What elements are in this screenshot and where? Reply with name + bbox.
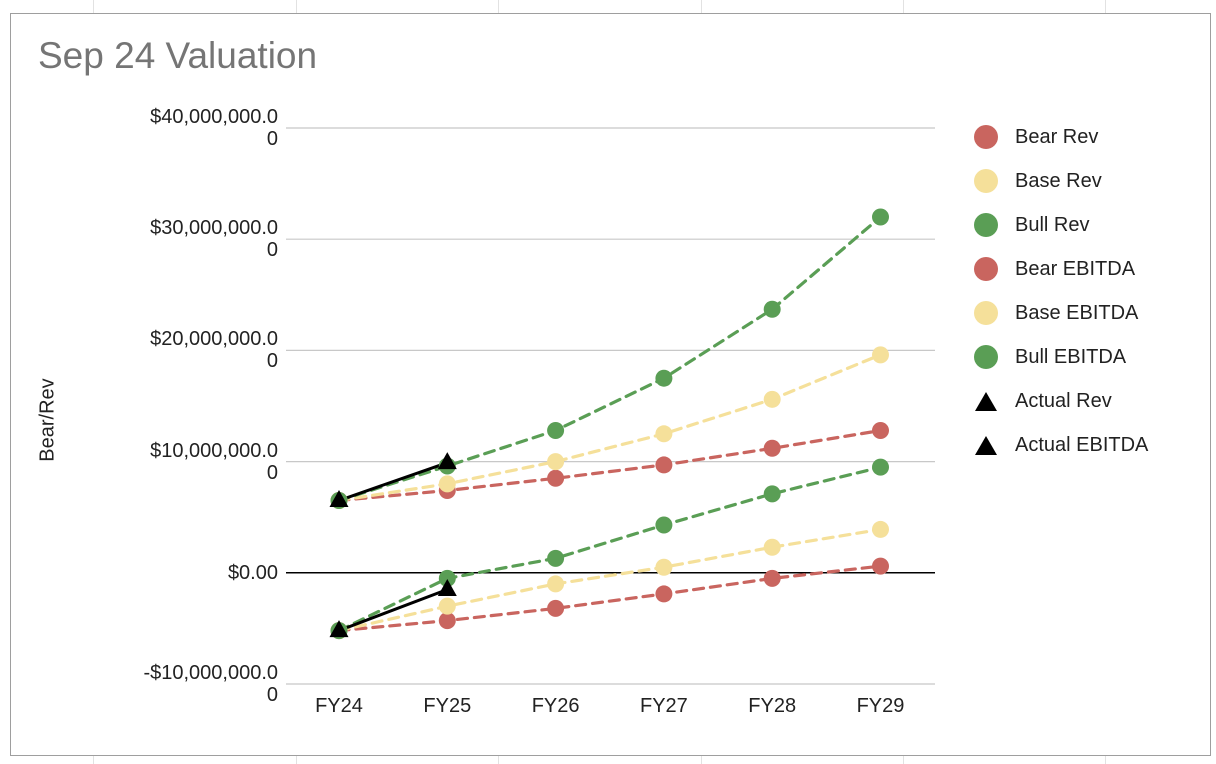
data-point-bull-ebitda	[547, 549, 565, 567]
legend-triangle	[975, 435, 997, 455]
legend-circle-marker	[973, 300, 999, 326]
legend-item-bull-rev[interactable]: Bull Rev	[973, 203, 1148, 247]
legend-circle-marker	[973, 344, 999, 370]
data-point-actual-rev	[329, 489, 349, 507]
y-tick-text-continued: 0	[266, 461, 278, 484]
y-tick-text-continued: 0	[266, 239, 278, 262]
y-tick-text: $10,000,000.0	[150, 439, 278, 462]
y-tick-text: -$10,000,000.0	[143, 662, 278, 684]
data-point-base-rev	[872, 346, 889, 364]
legend-label: Actual Rev	[1015, 389, 1112, 412]
series-line-base-rev	[337, 353, 883, 503]
legend-circle-marker	[973, 168, 999, 194]
legend-label: Bear EBITDA	[1015, 257, 1136, 280]
y-tick-text: $20,000,000.0	[150, 328, 278, 351]
y-tick-text-continued: 0	[266, 350, 278, 373]
data-point-base-ebitda	[547, 575, 565, 593]
legend-item-base-rev[interactable]: Base Rev	[973, 159, 1148, 203]
series-line-base-ebitda	[337, 527, 883, 633]
y-tick-text-continued: 0	[266, 684, 278, 706]
x-tick-label: FY29	[856, 695, 905, 717]
x-tick-label: FY25	[423, 695, 472, 717]
data-point-bear-ebitda	[872, 557, 889, 575]
data-point-actual-rev	[437, 452, 457, 470]
series-line-actual-ebitda	[337, 588, 449, 633]
legend-dot	[974, 345, 998, 369]
y-tick-text: $0.00	[227, 561, 278, 584]
chart-title: Sep 24 Valuation	[38, 35, 318, 76]
legend-dot	[974, 169, 998, 193]
data-point-base-ebitda	[655, 558, 673, 576]
data-point-base-rev	[547, 453, 565, 471]
data-point-bear-ebitda	[655, 585, 673, 603]
y-tick-text: $30,000,000.0	[150, 217, 278, 240]
y-tick-label: $20,000,000.0 0	[78, 328, 278, 372]
data-point-bear-ebitda	[547, 599, 565, 617]
data-point-bear-ebitda	[763, 569, 781, 587]
data-point-bull-ebitda	[655, 516, 673, 534]
chart-legend: Bear Rev Base Rev Bull Rev Bear EBITDA Base …	[973, 115, 1148, 467]
data-point-base-rev	[763, 390, 781, 408]
series-line-bear-rev	[337, 428, 883, 503]
legend-item-actual-ebitda[interactable]: Actual EBITDA	[973, 423, 1148, 467]
data-point-base-rev	[438, 475, 456, 493]
y-tick-label: $0.00	[78, 562, 278, 584]
legend-item-actual-rev[interactable]: Actual Rev	[973, 379, 1148, 423]
data-point-bull-rev	[763, 300, 781, 318]
data-point-bear-rev	[547, 469, 565, 487]
y-tick-label: $30,000,000.0 0	[78, 217, 278, 261]
legend-dot	[974, 125, 998, 149]
legend-item-bear-rev[interactable]: Bear Rev	[973, 115, 1148, 159]
data-point-base-ebitda	[438, 597, 456, 615]
data-point-actual-ebitda	[329, 620, 349, 638]
legend-triangle	[975, 391, 997, 411]
chart-card[interactable]	[10, 13, 1211, 756]
legend-label: Base Rev	[1015, 169, 1102, 192]
legend-label: Bull EBITDA	[1015, 345, 1127, 368]
legend-item-bear-ebitda[interactable]: Bear EBITDA	[973, 247, 1148, 291]
legend-item-base-ebitda[interactable]: Base EBITDA	[973, 291, 1148, 335]
x-tick-label: FY27	[639, 695, 688, 717]
y-tick-text-continued: 0	[266, 128, 278, 150]
series-line-bear-ebitda	[337, 564, 883, 633]
data-point-actual-ebitda	[437, 578, 457, 596]
legend-circle-marker	[973, 124, 999, 150]
legend-label: Actual EBITDA	[1015, 433, 1149, 456]
legend-item-bull-ebitda[interactable]: Bull EBITDA	[973, 335, 1148, 379]
legend-dot	[974, 257, 998, 281]
series-line-bull-ebitda	[337, 465, 883, 633]
data-point-bull-ebitda	[872, 458, 889, 476]
data-point-bear-rev	[763, 439, 781, 457]
legend-circle-marker	[973, 256, 999, 282]
legend-label: Base EBITDA	[1015, 301, 1139, 324]
data-point-bear-ebitda	[438, 612, 456, 630]
data-point-bear-rev	[872, 421, 889, 439]
legend-dot	[974, 213, 998, 237]
data-point-bull-rev	[547, 421, 565, 439]
data-point-bear-rev	[655, 456, 673, 474]
data-point-bull-ebitda	[438, 569, 456, 587]
legend-label: Bear Rev	[1015, 125, 1099, 148]
data-point-base-ebitda	[763, 538, 781, 556]
legend-dot	[974, 301, 998, 325]
series-line-actual-rev	[337, 461, 449, 502]
y-tick-label: $40,000,000.0 0	[78, 106, 278, 150]
legend-label: Bull Rev	[1015, 213, 1090, 236]
y-tick-label: -$10,000,000.0 0	[78, 662, 278, 706]
legend-triangle-marker	[973, 388, 999, 414]
data-point-bull-ebitda	[763, 485, 781, 503]
data-point-base-rev	[655, 425, 673, 443]
data-point-bull-rev	[655, 369, 673, 387]
x-tick-label: FY24	[315, 695, 363, 717]
x-tick-label: FY26	[531, 695, 580, 717]
legend-circle-marker	[973, 212, 999, 238]
y-tick-label: $10,000,000.0 0	[78, 440, 278, 484]
data-point-bull-rev	[872, 208, 889, 226]
data-point-base-ebitda	[872, 520, 889, 538]
series-line-bull-rev	[337, 215, 883, 503]
x-tick-label: FY28	[748, 695, 797, 717]
legend-triangle-marker	[973, 432, 999, 458]
y-tick-text: $40,000,000.0	[150, 106, 278, 128]
